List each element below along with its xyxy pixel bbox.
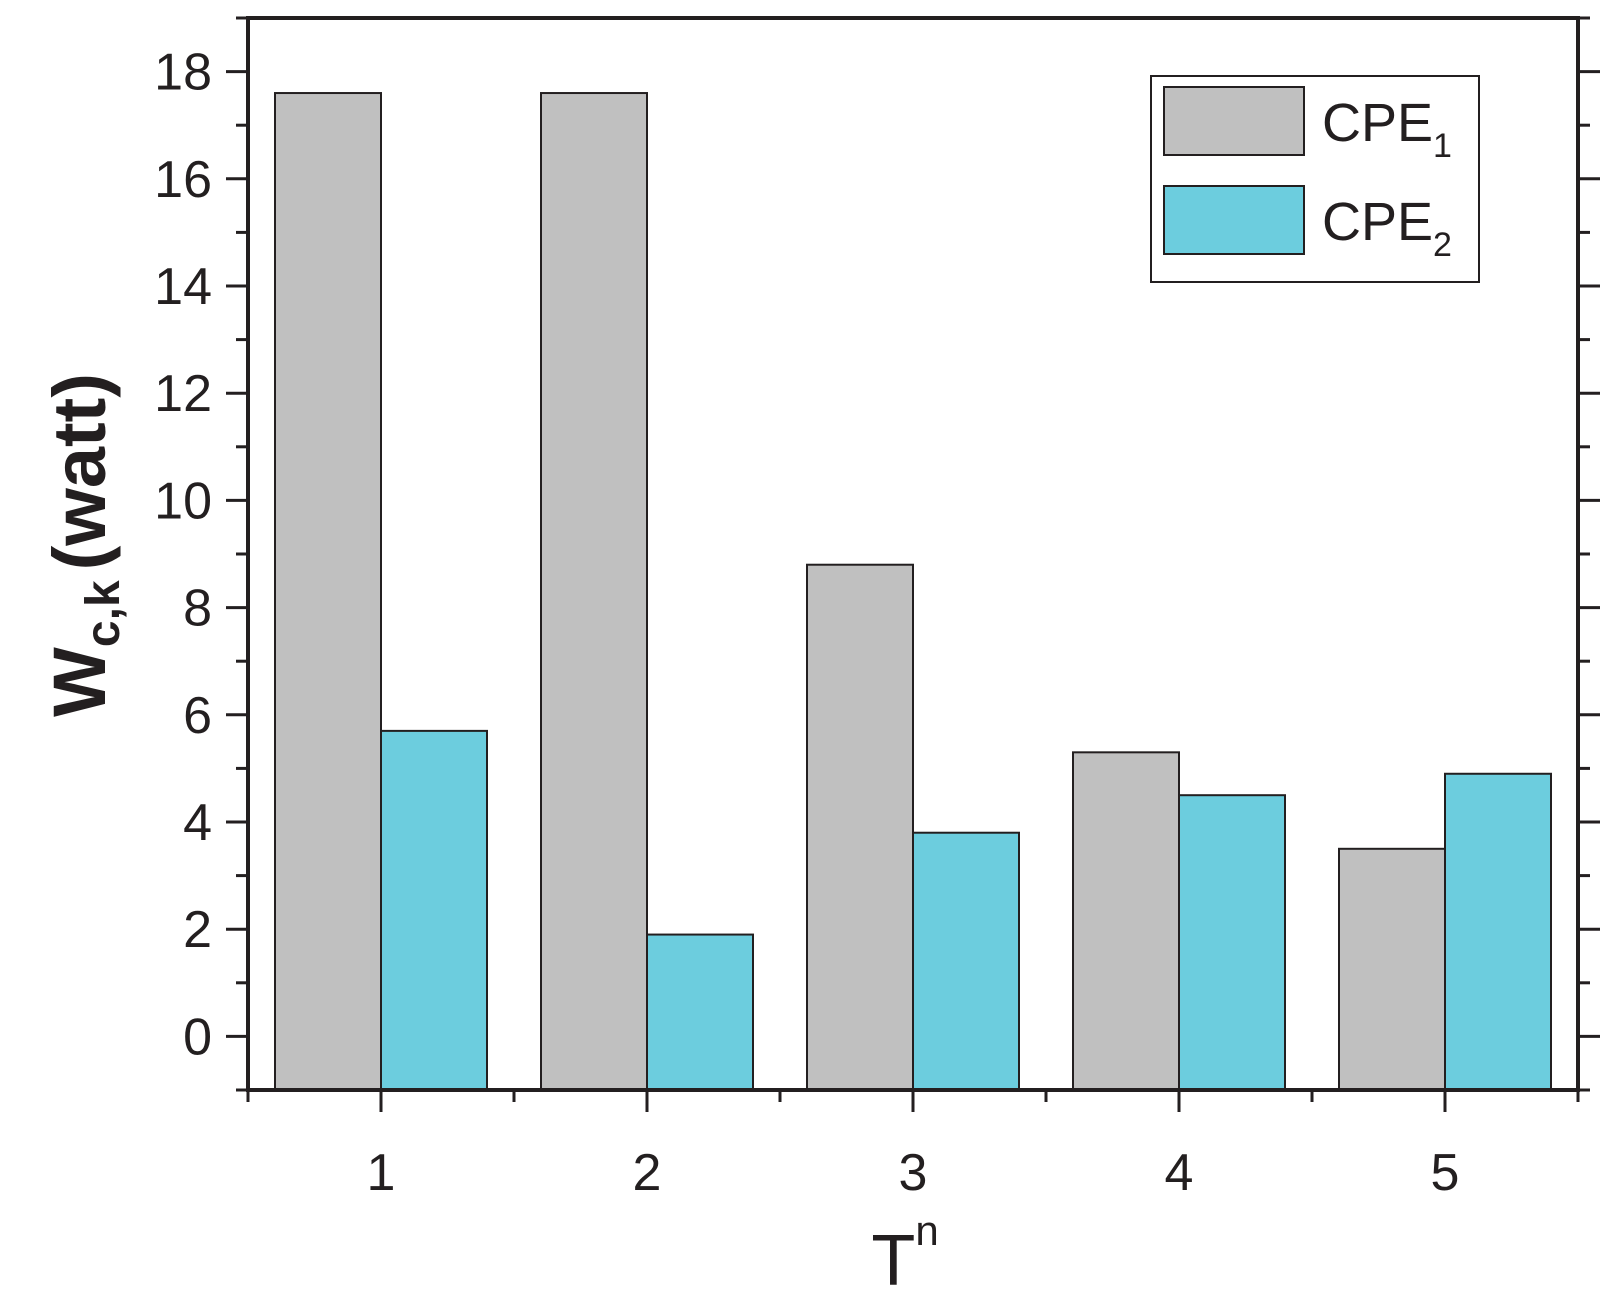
x-tick-label: 4 xyxy=(1165,1144,1194,1202)
y-tick-label: 10 xyxy=(154,472,212,530)
legend-swatch-cpe1 xyxy=(1163,86,1305,156)
legend-swatch-cpe2 xyxy=(1163,185,1305,255)
y-tick-label: 4 xyxy=(183,794,212,852)
x-tick-label: 2 xyxy=(633,1144,662,1202)
y-tick-label: 6 xyxy=(183,687,212,745)
x-axis-title: Tn xyxy=(871,1207,938,1301)
y-tick-label: 8 xyxy=(183,580,212,638)
legend-label-cpe1-sub: 1 xyxy=(1433,127,1452,165)
y-tick-label: 2 xyxy=(183,901,212,959)
bar-series2-cat1 xyxy=(380,729,488,1091)
bar-series1-cat2 xyxy=(540,92,648,1092)
y-tick-label: 0 xyxy=(183,1008,212,1066)
y-axis-title: Wc,k (watt) xyxy=(38,373,130,717)
y-tick-label: 16 xyxy=(154,151,212,209)
bar-series1-cat1 xyxy=(274,92,382,1092)
plot-area xyxy=(274,92,1552,1092)
y-axis-title-unit: (watt) xyxy=(38,373,121,570)
legend-label-cpe2-sub: 2 xyxy=(1433,226,1452,264)
bar-series2-cat3 xyxy=(912,831,1020,1091)
y-tick-label: 18 xyxy=(154,44,212,102)
bar-series2-cat5 xyxy=(1444,772,1552,1091)
y-tick-label: 12 xyxy=(154,365,212,423)
legend-label-cpe2: CPE2 xyxy=(1322,192,1452,264)
bar-series2-cat4 xyxy=(1178,794,1286,1091)
bar-series1-cat5 xyxy=(1338,847,1446,1091)
legend-label-cpe1-name: CPE xyxy=(1322,93,1433,153)
x-axis-title-sup: n xyxy=(915,1207,938,1254)
x-tick-label: 3 xyxy=(899,1144,928,1202)
x-tick-label: 1 xyxy=(367,1144,396,1202)
bar-series1-cat3 xyxy=(806,563,914,1091)
x-axis-title-main: T xyxy=(871,1221,915,1301)
y-axis-title-sub: c,k xyxy=(77,580,130,647)
bar-series1-cat4 xyxy=(1072,751,1180,1091)
y-tick-label: 14 xyxy=(154,258,212,316)
bar-series2-cat2 xyxy=(646,933,754,1091)
x-tick-label: 5 xyxy=(1431,1144,1460,1202)
legend-label-cpe1: CPE1 xyxy=(1322,93,1452,165)
y-axis-title-main: W xyxy=(38,647,121,717)
legend-label-cpe2-name: CPE xyxy=(1322,192,1433,252)
legend: CPE1 CPE2 xyxy=(1150,75,1480,283)
